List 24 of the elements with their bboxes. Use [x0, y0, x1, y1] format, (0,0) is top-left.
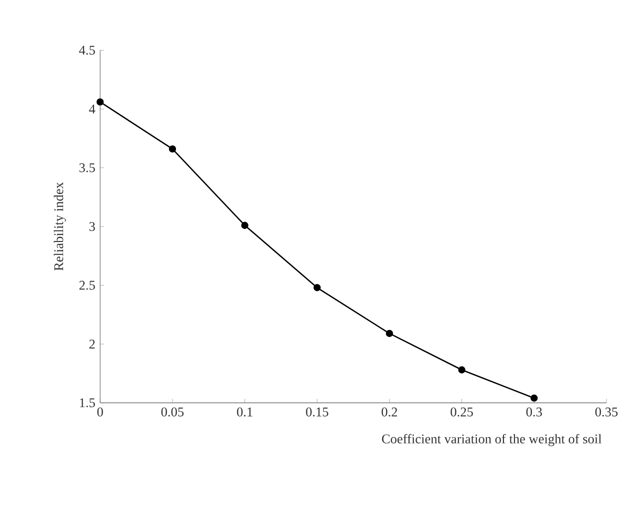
- point: [458, 366, 466, 374]
- point: [530, 394, 538, 402]
- point: [96, 98, 104, 106]
- x-tick-label: 0.2: [382, 408, 398, 417]
- point: [168, 145, 176, 153]
- x-tick-label: 0: [97, 408, 103, 417]
- x-tick-label: 0.05: [161, 408, 184, 417]
- y-tick-label: 4.5: [79, 46, 95, 55]
- y-axis-title: Reliability index: [54, 182, 66, 271]
- y-tick-label: 3.5: [79, 163, 95, 172]
- x-tick-label: 0.3: [526, 408, 542, 417]
- y-tick-label: 1.5: [80, 398, 95, 408]
- x-tick-label: 0.35: [595, 408, 618, 417]
- point: [314, 284, 321, 292]
- y-tick-label: 2.5: [79, 280, 95, 290]
- point: [241, 222, 248, 230]
- y-tick-label: 3: [89, 222, 95, 232]
- point: [386, 330, 394, 338]
- x-tick-label: 0.15: [306, 408, 328, 417]
- y-tick-label: 4: [89, 104, 96, 114]
- y-tick-label: 2: [89, 340, 95, 349]
- x-axis-title: Coefficient variation of the weight of soil: [382, 434, 602, 446]
- x-tick-label: 0.1: [236, 408, 252, 417]
- x-tick-label: 0.25: [450, 408, 473, 417]
